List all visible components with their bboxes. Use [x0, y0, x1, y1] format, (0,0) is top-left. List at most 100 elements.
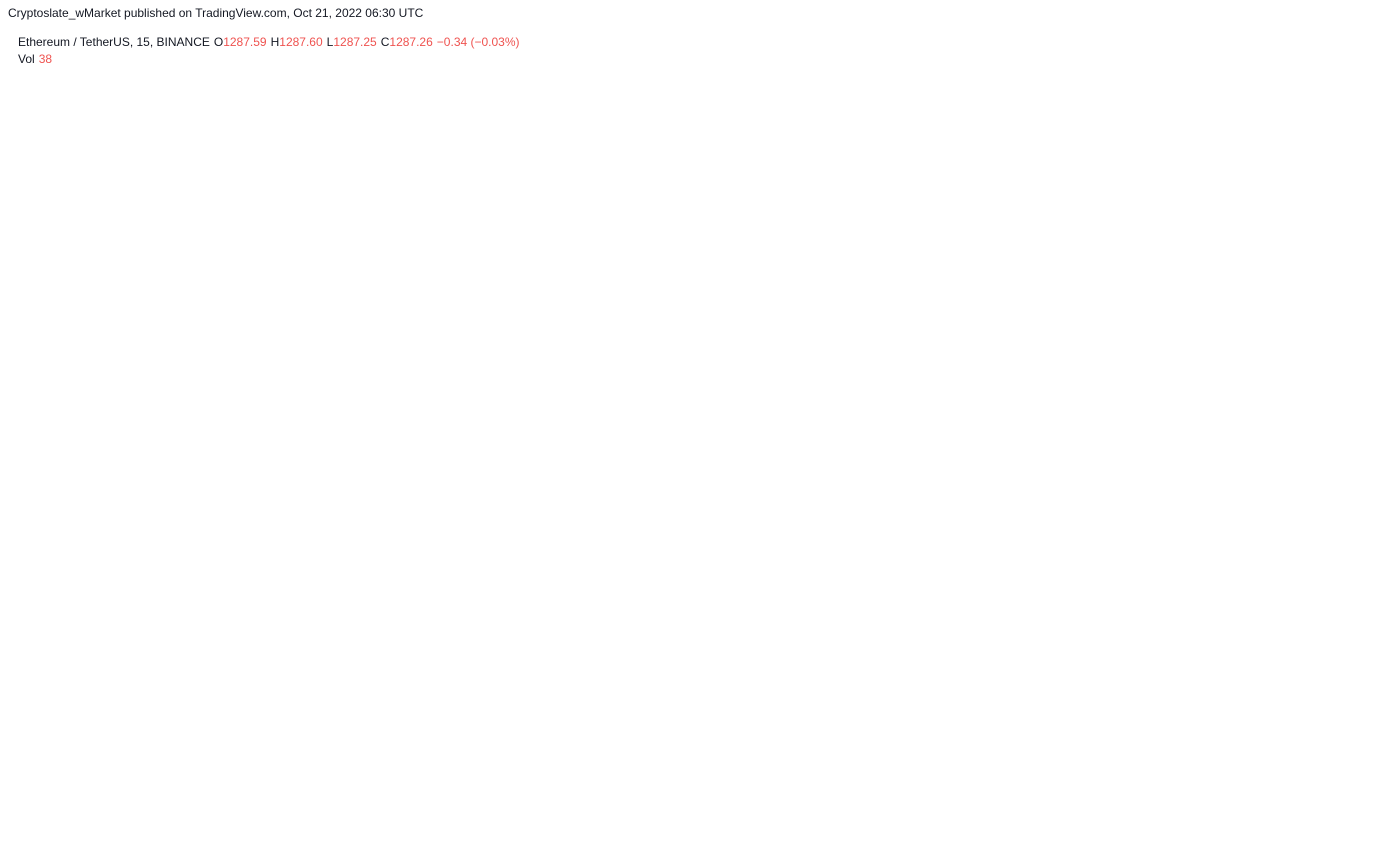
- y-tick-label: 1300.00: [1330, 269, 1370, 281]
- volume-bar: [1170, 742, 1184, 782]
- volume-bar: [921, 739, 935, 782]
- y-tick-label: 1306.00: [1330, 174, 1370, 186]
- y-tick-label: 1312.00: [1330, 79, 1370, 91]
- ohlc-value: 1287.59: [223, 35, 267, 49]
- volume-bar: [1267, 752, 1281, 782]
- candle-body: [494, 403, 504, 422]
- y-tick-label: 1310.00: [1330, 111, 1370, 123]
- volume-bar: [741, 744, 755, 782]
- volume-bar: [1018, 744, 1032, 782]
- x-tick-label: 03:00: [1079, 788, 1109, 802]
- symbol-legend: Ethereum / TetherUS, 15, BINANCE O1287.59…: [18, 35, 524, 49]
- candle-body: [771, 525, 781, 553]
- volume-bar: [783, 751, 797, 782]
- volume-bar: [63, 742, 77, 782]
- countdown-label: 14:22: [1329, 483, 1360, 497]
- volume-bar: [589, 668, 603, 782]
- volume-bar: [852, 751, 866, 782]
- candle-body: [660, 441, 670, 472]
- ohlc-value: 1287.26: [389, 35, 433, 49]
- candle-body: [550, 470, 560, 480]
- candle-body: [563, 470, 573, 499]
- y-tick-label: 1284.00: [1330, 523, 1370, 535]
- volume-bar: [36, 744, 50, 782]
- candle-body: [577, 498, 587, 520]
- volume-bar: [1129, 763, 1143, 782]
- candle-body: [287, 256, 297, 353]
- y-tick-label: 1290.00: [1330, 428, 1370, 440]
- volume-bar: [1156, 754, 1170, 782]
- volume-bar: [700, 740, 714, 782]
- volume-bar: [1004, 730, 1018, 782]
- y-tick-label: 1280.00: [1330, 586, 1370, 598]
- volume-bar: [1046, 737, 1060, 782]
- candle-body: [965, 512, 975, 532]
- volume-bar: [561, 723, 575, 782]
- volume-bar: [271, 721, 285, 782]
- candle-body: [79, 362, 89, 417]
- candle-body: [1144, 465, 1154, 472]
- volume-bar: [133, 742, 146, 782]
- volume-bar: [492, 687, 506, 782]
- candle-body: [1006, 500, 1016, 531]
- volume-bar: [1087, 756, 1101, 782]
- volume-bar: [672, 742, 686, 782]
- ohlc-value: 1287.25: [333, 35, 377, 49]
- volume-bar: [1253, 763, 1267, 782]
- volume-bar: [963, 733, 977, 782]
- volume-bar: [866, 740, 880, 782]
- volume-bar: [1184, 747, 1198, 782]
- volume-bar: [312, 701, 326, 782]
- volume-badge-label: 38: [1327, 758, 1341, 772]
- candle-body: [356, 307, 366, 353]
- x-tick-label: 10:30: [166, 788, 196, 802]
- volume-bar: [340, 644, 354, 782]
- candle-body: [868, 546, 878, 615]
- candle-body: [162, 354, 172, 369]
- candle-body: [840, 566, 850, 596]
- candle-body: [674, 471, 684, 507]
- y-tick-label: 1314.00: [1330, 48, 1370, 60]
- volume-bar: [838, 728, 852, 782]
- volume-bar: [1032, 749, 1046, 782]
- volume-bar: [105, 757, 119, 782]
- volume-bar: [437, 727, 451, 782]
- candle-body: [1228, 440, 1238, 464]
- volume-bar: [658, 740, 672, 782]
- volume-bar: [451, 754, 465, 782]
- last-price-badge: [1320, 468, 1378, 500]
- candle-body: [51, 414, 61, 420]
- ohlc-letter: O: [213, 35, 224, 49]
- candle-body: [702, 516, 712, 528]
- candle-body: [1269, 427, 1279, 472]
- candle-body: [716, 527, 726, 615]
- volume-bar: [465, 720, 478, 782]
- volume-bar: [755, 752, 769, 782]
- volume-bar: [617, 709, 631, 782]
- candle-body: [508, 416, 518, 422]
- candle-body: [134, 333, 144, 379]
- volume-bar: [188, 677, 202, 782]
- volume-value: 38: [38, 52, 53, 66]
- volume-bar: [382, 660, 395, 782]
- candle-body: [425, 180, 435, 189]
- candle-body: [1103, 400, 1113, 423]
- ohlc-item: C1287.26: [381, 35, 433, 49]
- volume-bar: [686, 737, 700, 782]
- volume-bar: [520, 744, 534, 782]
- candle-body: [1117, 422, 1127, 471]
- candle-body: [729, 523, 739, 615]
- candle-body: [273, 256, 283, 295]
- y-tick-label: 1282.00: [1330, 554, 1370, 566]
- x-tick-label: 06:00: [1245, 788, 1275, 802]
- candle-body: [190, 283, 200, 292]
- y-tick-label: 1270.00: [1330, 744, 1370, 756]
- candle-body: [10, 390, 20, 395]
- volume-bar: [1073, 764, 1087, 782]
- candle-body: [923, 525, 933, 551]
- candle-body: [812, 516, 822, 526]
- y-tick-label: 1294.00: [1330, 364, 1370, 376]
- volume-bar: [202, 737, 216, 782]
- volume-bar: [1198, 747, 1212, 782]
- volume-bar: [727, 622, 741, 782]
